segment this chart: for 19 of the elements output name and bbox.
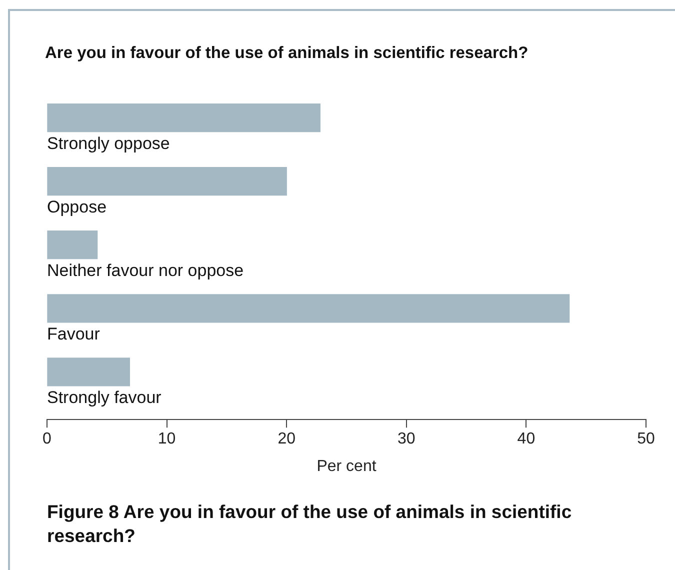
- y-tick-label: Strongly oppose: [47, 134, 170, 153]
- y-tick-label: Neither favour nor oppose: [47, 261, 244, 280]
- caption: Figure 8 Are you in favour of the use of animals in scientific research?: [47, 500, 573, 548]
- chart-title: Are you in favour of the use of animals in scientific research?: [45, 44, 528, 63]
- x-tick-label: 20: [278, 430, 296, 448]
- bar: [47, 166, 287, 196]
- bar: [47, 358, 130, 386]
- y-tick-label: Oppose: [47, 198, 107, 216]
- y-tick-label: Favour: [47, 324, 100, 344]
- y-tick-label: Strongly favour: [47, 388, 162, 408]
- bar: [47, 230, 98, 260]
- x-tick-label: 30: [398, 430, 416, 448]
- bar: [47, 103, 320, 132]
- x-tick-label: 40: [517, 430, 536, 448]
- x-axis-title: Per cent: [316, 458, 377, 475]
- bar: [47, 294, 570, 323]
- x-tick-label: 50: [637, 430, 655, 448]
- x-tick-label: 0: [42, 430, 52, 448]
- x-tick-label: 10: [158, 430, 176, 448]
